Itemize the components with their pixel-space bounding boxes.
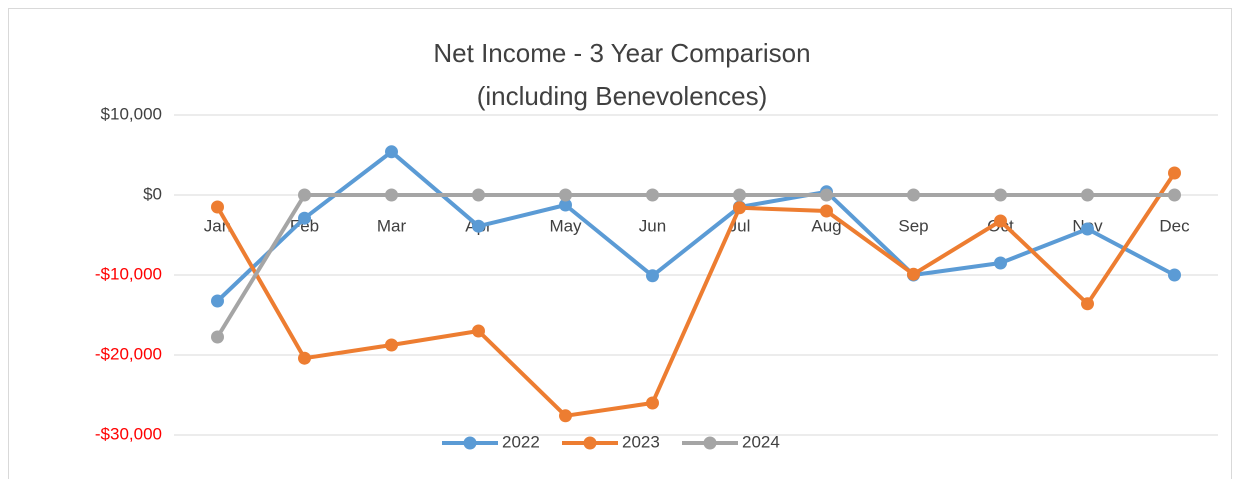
data-point [385, 145, 398, 159]
data-point [994, 188, 1007, 202]
data-point [1081, 297, 1094, 311]
data-point [385, 338, 398, 352]
data-point [211, 200, 224, 214]
y-tick-label: -$20,000 [95, 344, 162, 363]
data-point [385, 188, 398, 202]
data-point [907, 267, 920, 281]
data-point [646, 269, 659, 283]
y-tick-label: $0 [143, 184, 162, 203]
data-point [1168, 268, 1181, 282]
legend-marker [463, 436, 477, 450]
data-point [820, 204, 833, 218]
data-point [820, 188, 833, 202]
data-point [994, 214, 1007, 228]
x-tick-label: Sep [898, 216, 928, 235]
data-point [298, 188, 311, 202]
x-tick-label: May [549, 216, 582, 235]
data-point [733, 188, 746, 202]
chart-border [8, 8, 1232, 479]
x-tick-label: Dec [1159, 216, 1190, 235]
x-tick-label: Aug [811, 216, 841, 235]
series-line [215, 171, 1177, 418]
y-tick-label: -$30,000 [95, 424, 162, 443]
data-point [472, 324, 485, 338]
x-tick-label: Mar [377, 216, 407, 235]
chart-title: Net Income - 3 Year Comparison [433, 38, 810, 68]
data-point [472, 219, 485, 233]
x-tick-label: Jun [639, 216, 666, 235]
data-point [559, 198, 572, 212]
data-point [211, 330, 224, 344]
data-point [646, 396, 659, 410]
x-tick-label: Feb [290, 216, 319, 235]
series-line [216, 149, 1176, 303]
data-point [298, 351, 311, 365]
data-point [994, 256, 1007, 270]
legend-label: 2023 [622, 432, 660, 451]
data-point [1081, 188, 1094, 202]
data-point [907, 188, 920, 202]
data-point [559, 188, 572, 202]
chart-title: (including Benevolences) [477, 81, 768, 111]
data-point [472, 188, 485, 202]
y-tick-label: -$10,000 [95, 264, 162, 283]
legend-marker [583, 436, 597, 450]
data-point [733, 201, 746, 215]
data-point [559, 409, 572, 423]
data-point [1168, 166, 1181, 180]
legend-marker [703, 436, 717, 450]
y-tick-label: $10,000 [101, 104, 162, 123]
data-point [646, 188, 659, 202]
legend-label: 2022 [502, 432, 540, 451]
data-point [211, 294, 224, 308]
legend-label: 2024 [742, 432, 780, 451]
data-point [1081, 222, 1094, 236]
data-point [298, 211, 311, 225]
series-line [215, 193, 1175, 339]
data-point [1168, 188, 1181, 202]
